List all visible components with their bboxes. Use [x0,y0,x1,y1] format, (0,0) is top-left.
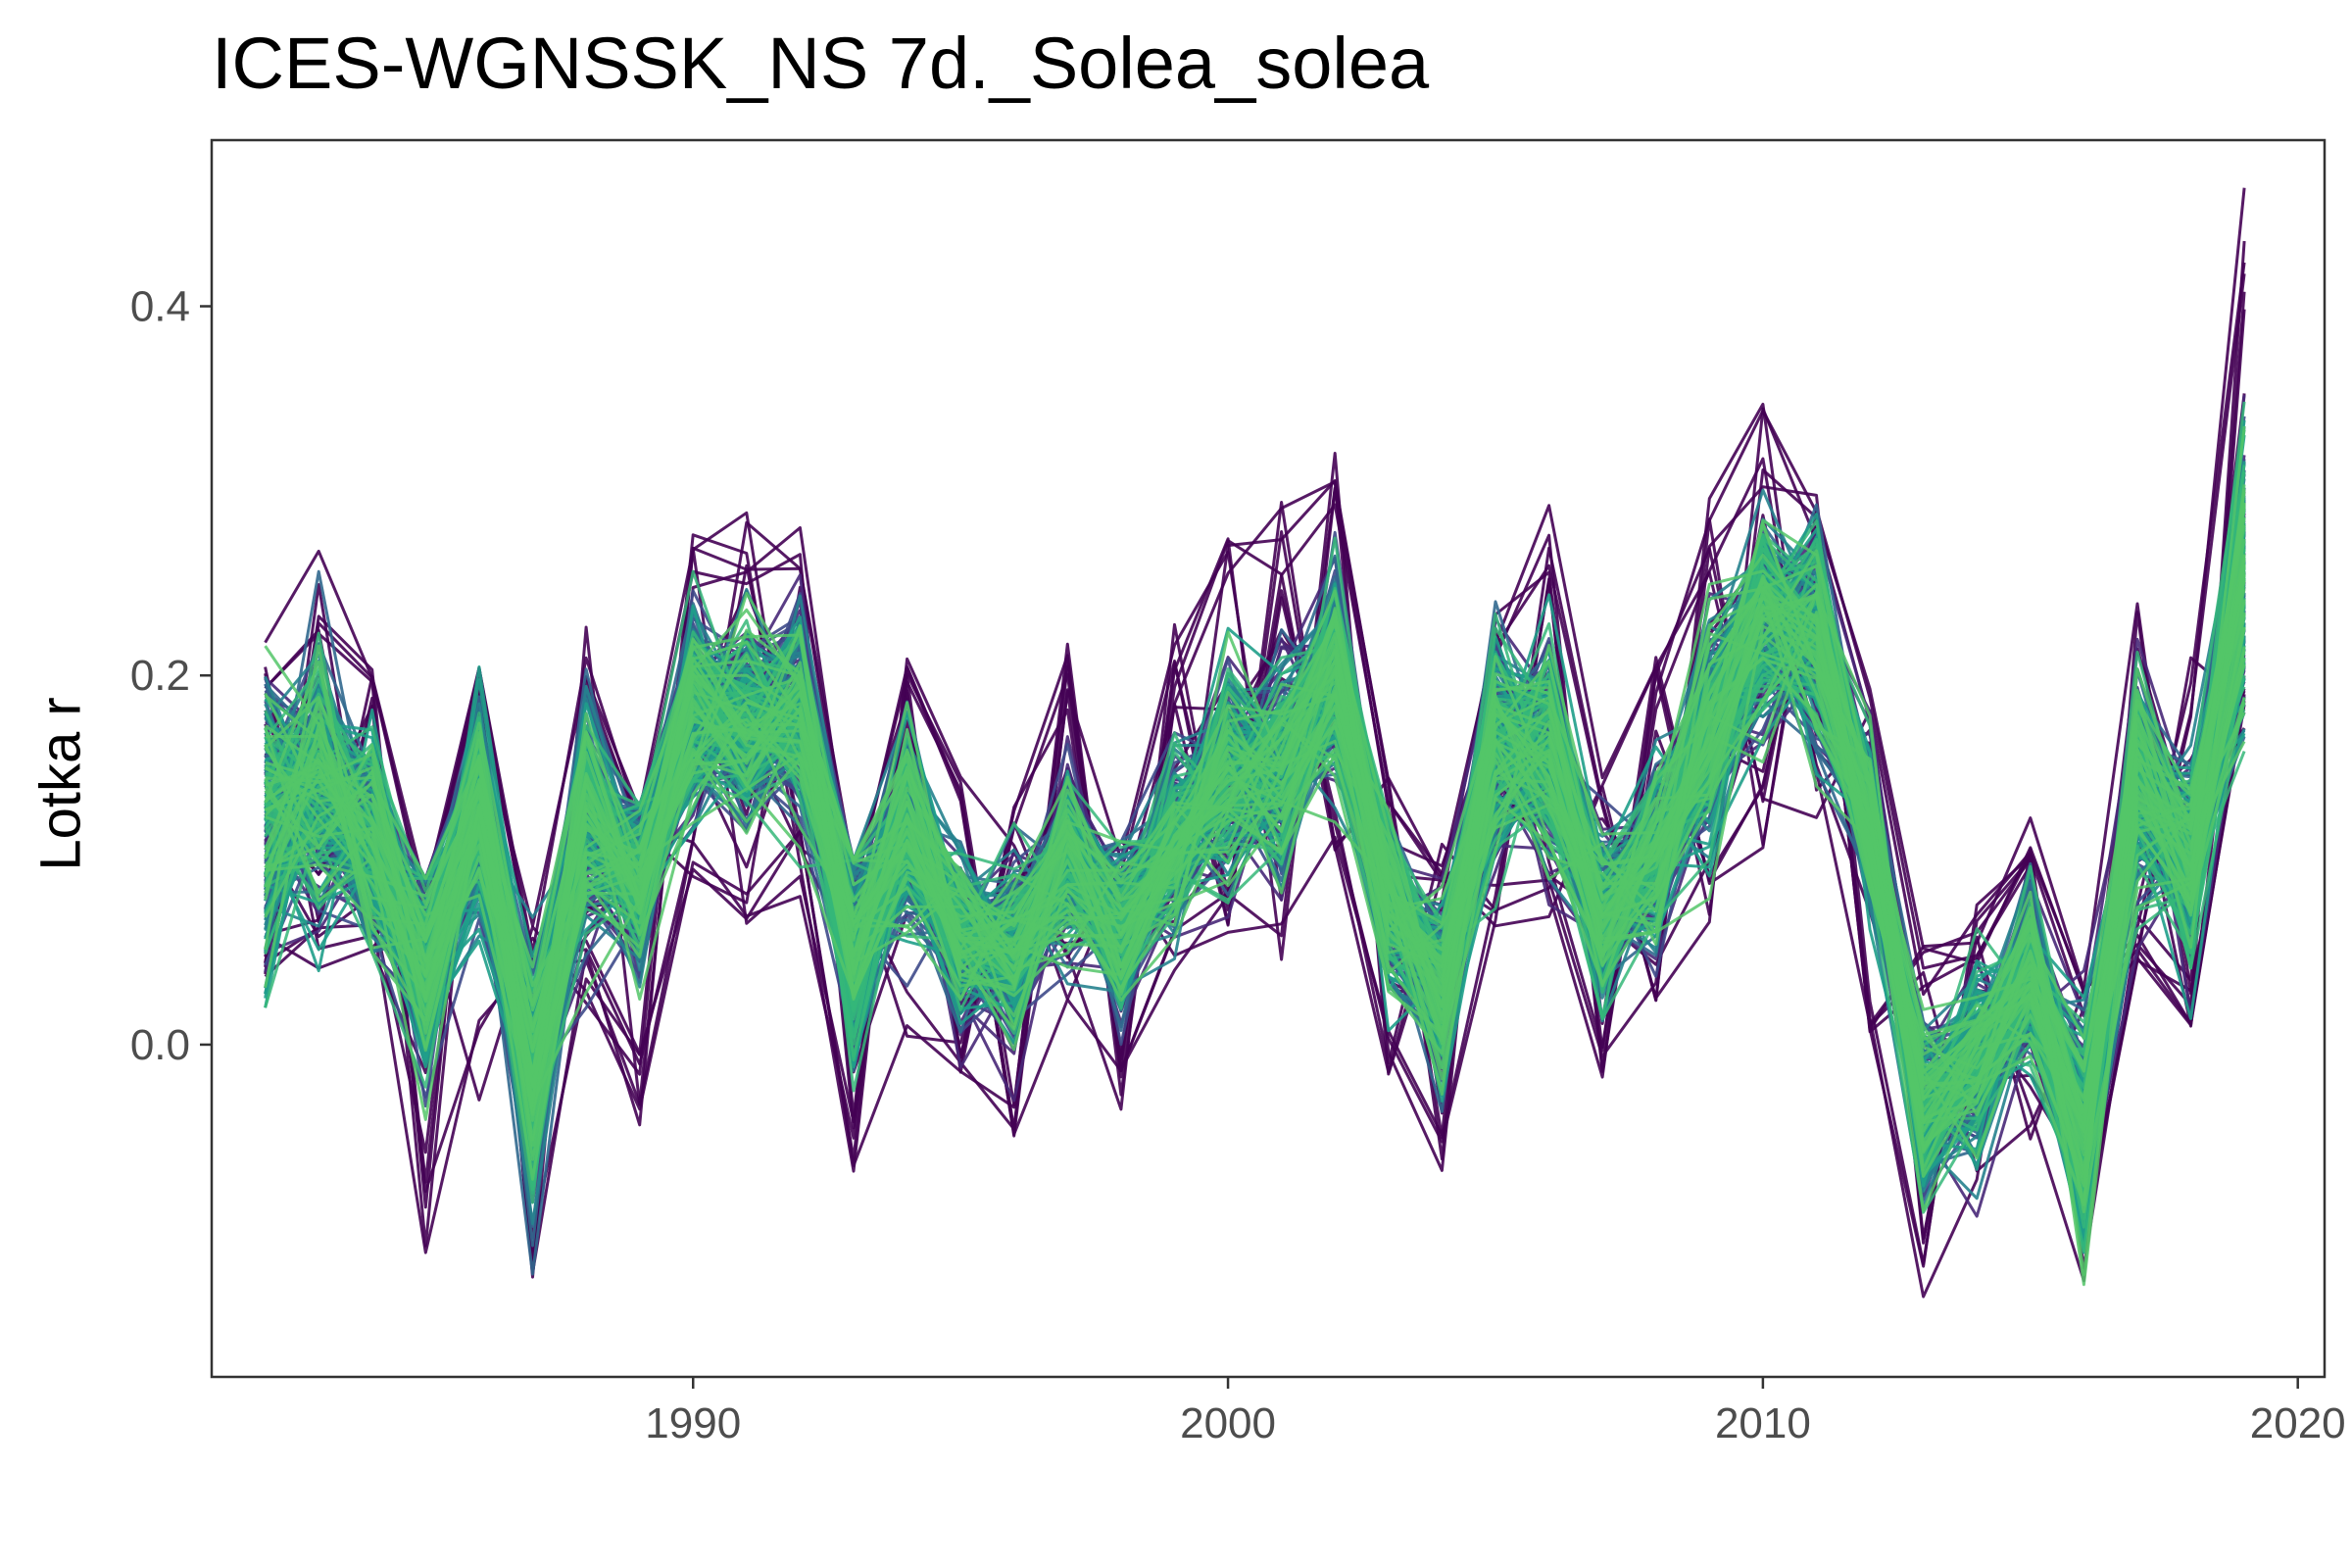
series-line [264,484,2246,1214]
x-tick-label: 2010 [1715,1399,1811,1447]
axis-layer: 1990 2000 2010 2020 0.0 0.2 0.4 [130,283,2346,1447]
series-line [264,538,2246,1160]
x-tick-label: 2020 [2250,1399,2346,1447]
series-line [264,623,2246,1188]
y-tick-label: 0.2 [130,652,190,700]
series-line [264,554,2246,1148]
chart-title: ICES-WGNSSK_NS 7d._Solea_solea [212,23,1430,104]
y-tick-label: 0.4 [130,283,190,331]
series-line [264,523,2246,1206]
x-tick-label: 2000 [1180,1399,1276,1447]
y-tick-label: 0.0 [130,1021,190,1069]
x-tick-label: 1990 [645,1399,741,1447]
series-layer [264,187,2246,1298]
series-line [265,576,2246,1127]
panel-border [210,138,2327,1379]
series-line [264,502,2246,1287]
series-line [264,409,2246,1268]
